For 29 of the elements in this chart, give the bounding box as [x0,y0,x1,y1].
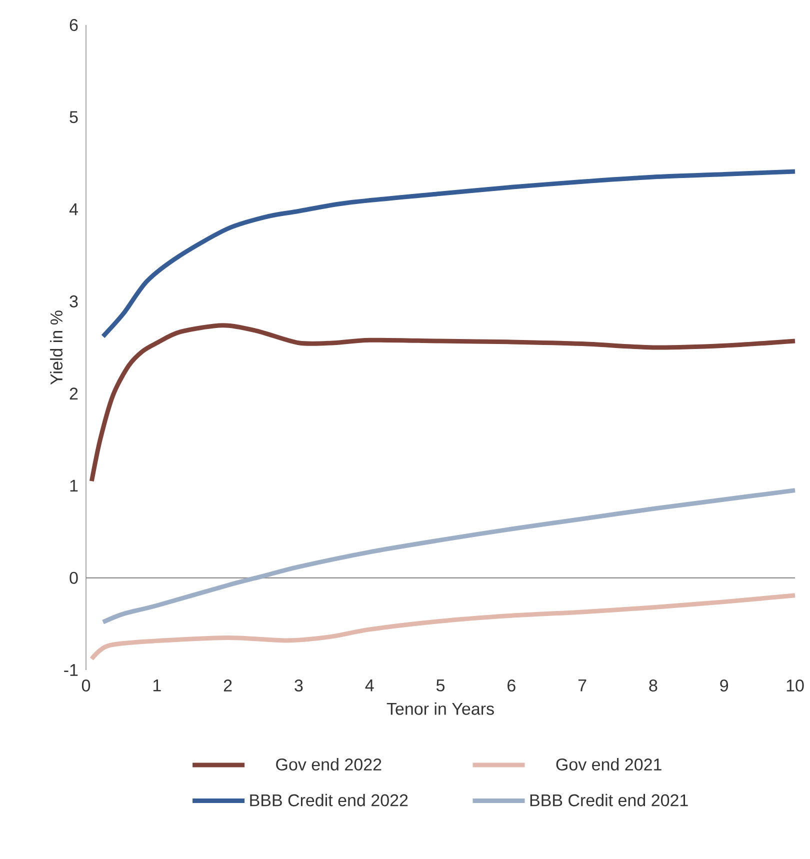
x-tick-label: 10 [786,680,804,692]
line-series [89,593,798,662]
x-tick-label: 9 [720,680,728,692]
x-axis-title: Tenor in Years [386,702,494,715]
legend-label: BBB Credit end 2022 [250,794,408,806]
y-tick-label: -1 [64,664,78,676]
legend-label: Gov end 2021 [556,758,662,771]
line-series [100,488,798,624]
y-axis-title: Yield in % [50,310,63,385]
y-tick-label: 5 [70,111,78,124]
x-tick-label: 1 [153,680,161,692]
y-tick-label: 2 [70,388,78,400]
legend-label: Gov end 2022 [276,758,382,771]
x-tick-label: 2 [224,680,232,692]
y-tick-label: 3 [70,295,78,308]
x-tick-label: 0 [82,680,90,692]
y-tick-label: 1 [70,480,78,492]
x-tick-label: 4 [365,680,374,692]
x-tick-label: 5 [436,680,445,692]
y-tick-label: 4 [69,203,78,216]
x-tick-label: 6 [508,680,516,692]
x-tick-label: 8 [649,680,658,692]
x-tick-label: 7 [578,680,586,692]
line-series [100,169,798,339]
y-tick-label: 6 [70,18,78,32]
y-tick-label: 0 [70,572,78,584]
legend-label: BBB Credit end 2021 [530,794,688,806]
x-tick-label: 3 [294,680,303,692]
line-series [89,323,798,484]
